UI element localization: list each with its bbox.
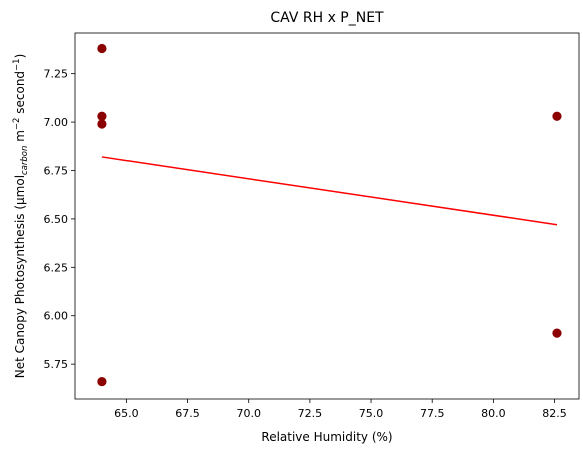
y-tick-label: 6.50 [44, 213, 69, 226]
data-point [552, 328, 562, 338]
data-point [552, 111, 562, 121]
y-tick-label: 6.00 [44, 310, 69, 323]
y-tick-label: 7.25 [44, 68, 69, 81]
y-axis-label-part: Net Canopy Photosynthesis (µmol [13, 175, 27, 378]
x-tick-label: 82.5 [542, 407, 567, 420]
x-tick-label: 80.0 [481, 407, 506, 420]
y-axis-label-part: ) [13, 54, 27, 59]
data-point [97, 119, 107, 129]
x-tick-label: 77.5 [420, 407, 445, 420]
chart-title: CAV RH x P_NET [270, 10, 384, 26]
axes-frame [74, 32, 580, 400]
data-point [97, 111, 107, 121]
y-axis-label-part: second [13, 71, 27, 118]
data-point [97, 376, 107, 387]
y-axis-label-part: carbon [20, 146, 30, 175]
y-tick-label: 6.75 [44, 164, 69, 177]
x-tick-label: 72.5 [298, 407, 323, 420]
trend-line [101, 156, 558, 226]
y-tick-label: 6.25 [44, 261, 69, 274]
y-tick-label: 5.75 [44, 358, 69, 371]
y-axis-label: Net Canopy Photosynthesis (µmolcarbon m−… [12, 54, 30, 379]
y-tick-label: 7.00 [44, 116, 69, 129]
x-axis-label: Relative Humidity (%) [261, 430, 392, 444]
data-point [97, 43, 107, 54]
y-axis-label-part: m [13, 130, 27, 146]
x-tick-label: 67.5 [175, 407, 200, 420]
x-tick-label: 70.0 [236, 407, 261, 420]
x-tick-label: 75.0 [359, 407, 384, 420]
plot-area [97, 43, 562, 387]
x-tick-label: 65.0 [114, 407, 139, 420]
y-axis-label-part: −1 [12, 58, 22, 71]
x-axis: 65.0 67.5 70.0 72.5 75.0 77.5 80.0 82.5 [114, 399, 567, 420]
y-axis: 5.75 6.00 6.25 6.50 6.75 7.00 7.25 [44, 68, 75, 371]
y-axis-label-part: −2 [12, 118, 22, 131]
